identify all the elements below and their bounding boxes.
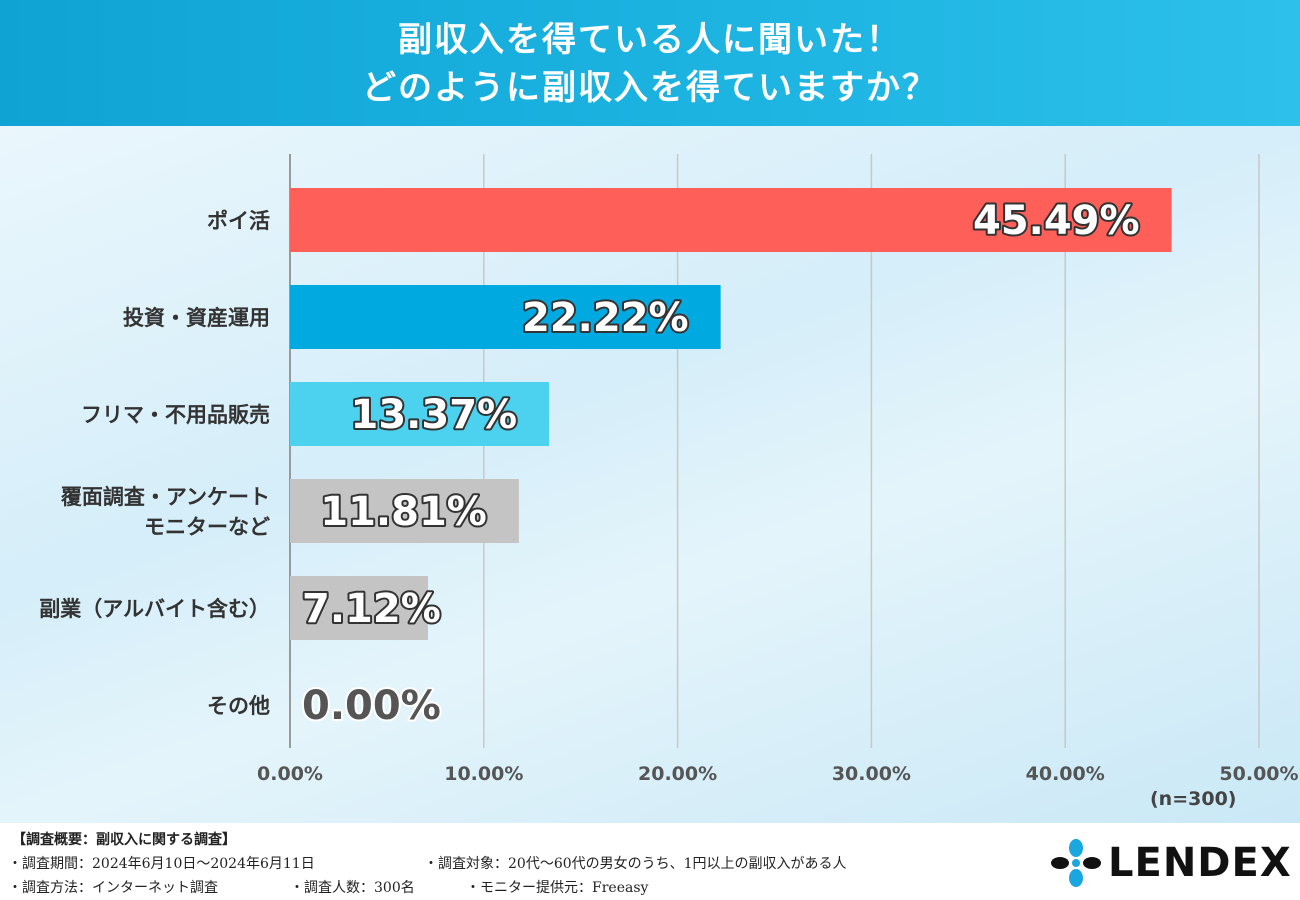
bar	[290, 285, 721, 349]
lendex-logo: LENDEX	[1050, 838, 1292, 888]
category-label: フリマ・不用品販売	[81, 402, 270, 427]
chart-title-line1: 副収入を得ている人に聞いた！	[398, 20, 902, 60]
category-labels: ポイ活投資・資産運用フリマ・不用品販売覆面調査・アンケートモニターなど副業（アル…	[39, 208, 270, 718]
lendex-logo-text: LENDEX	[1108, 840, 1292, 886]
footer-method: ・調査方法：インターネット調査	[8, 880, 218, 896]
x-tick-label: 40.00%	[1026, 763, 1105, 785]
footer-period: ・調査期間：2024年6月10日～2024年6月11日	[8, 856, 315, 872]
footer-provider: ・モニター提供元：Freeasy	[466, 880, 649, 896]
category-label: 覆面調査・アンケート	[61, 484, 270, 509]
bars	[290, 188, 1172, 640]
chart-title-line2: どのように副収入を得ていますか？	[362, 68, 938, 108]
category-label: ポイ活	[207, 208, 270, 233]
bar	[290, 479, 519, 543]
title-banner	[0, 0, 1300, 126]
footer-target: ・調査対象：20代～60代の男女のうち、1円以上の副収入がある人	[424, 856, 847, 872]
category-label: 副業（アルバイト含む）	[39, 596, 270, 621]
footer-count: ・調査人数：300名	[290, 880, 415, 896]
category-label: 投資・資産運用	[123, 305, 270, 330]
lendex-logo-icon	[1051, 839, 1101, 887]
value-labels: 45.49% 22.22% 13.37% 11.81% 7.12% 0.00%	[300, 196, 1142, 731]
x-tick-label: 10.00%	[444, 763, 523, 785]
value-label: 11.81%	[320, 489, 487, 535]
value-label: 45.49%	[973, 198, 1140, 244]
bar	[290, 188, 1172, 252]
x-tick-label: 0.00%	[257, 763, 323, 785]
x-tick-label: 20.00%	[638, 763, 717, 785]
bar	[290, 576, 428, 640]
chart-title: 副収入を得ている人に聞いた！ どのように副収入を得ていますか？	[0, 16, 1300, 112]
x-tick-label: 50.00%	[1219, 763, 1298, 785]
bar	[290, 382, 550, 446]
footer-heading: 【調査概要：副収入に関する調査】	[12, 832, 236, 848]
value-label: 0.00%	[302, 683, 441, 729]
value-label: 22.22%	[522, 295, 689, 341]
x-tick-labels: 0.00% 10.00% 20.00% 30.00% 40.00% 50.00%	[257, 763, 1299, 785]
gridlines	[289, 154, 1260, 748]
bar-chart: ポイ活投資・資産運用フリマ・不用品販売覆面調査・アンケートモニターなど副業（アル…	[39, 154, 1299, 785]
sample-size-note: (n=300)	[1150, 788, 1237, 810]
category-label: その他	[207, 693, 270, 718]
category-label: モニターなど	[144, 514, 270, 539]
value-label: 7.12%	[302, 586, 441, 632]
value-label: 13.37%	[351, 392, 518, 438]
x-tick-label: 30.00%	[832, 763, 911, 785]
